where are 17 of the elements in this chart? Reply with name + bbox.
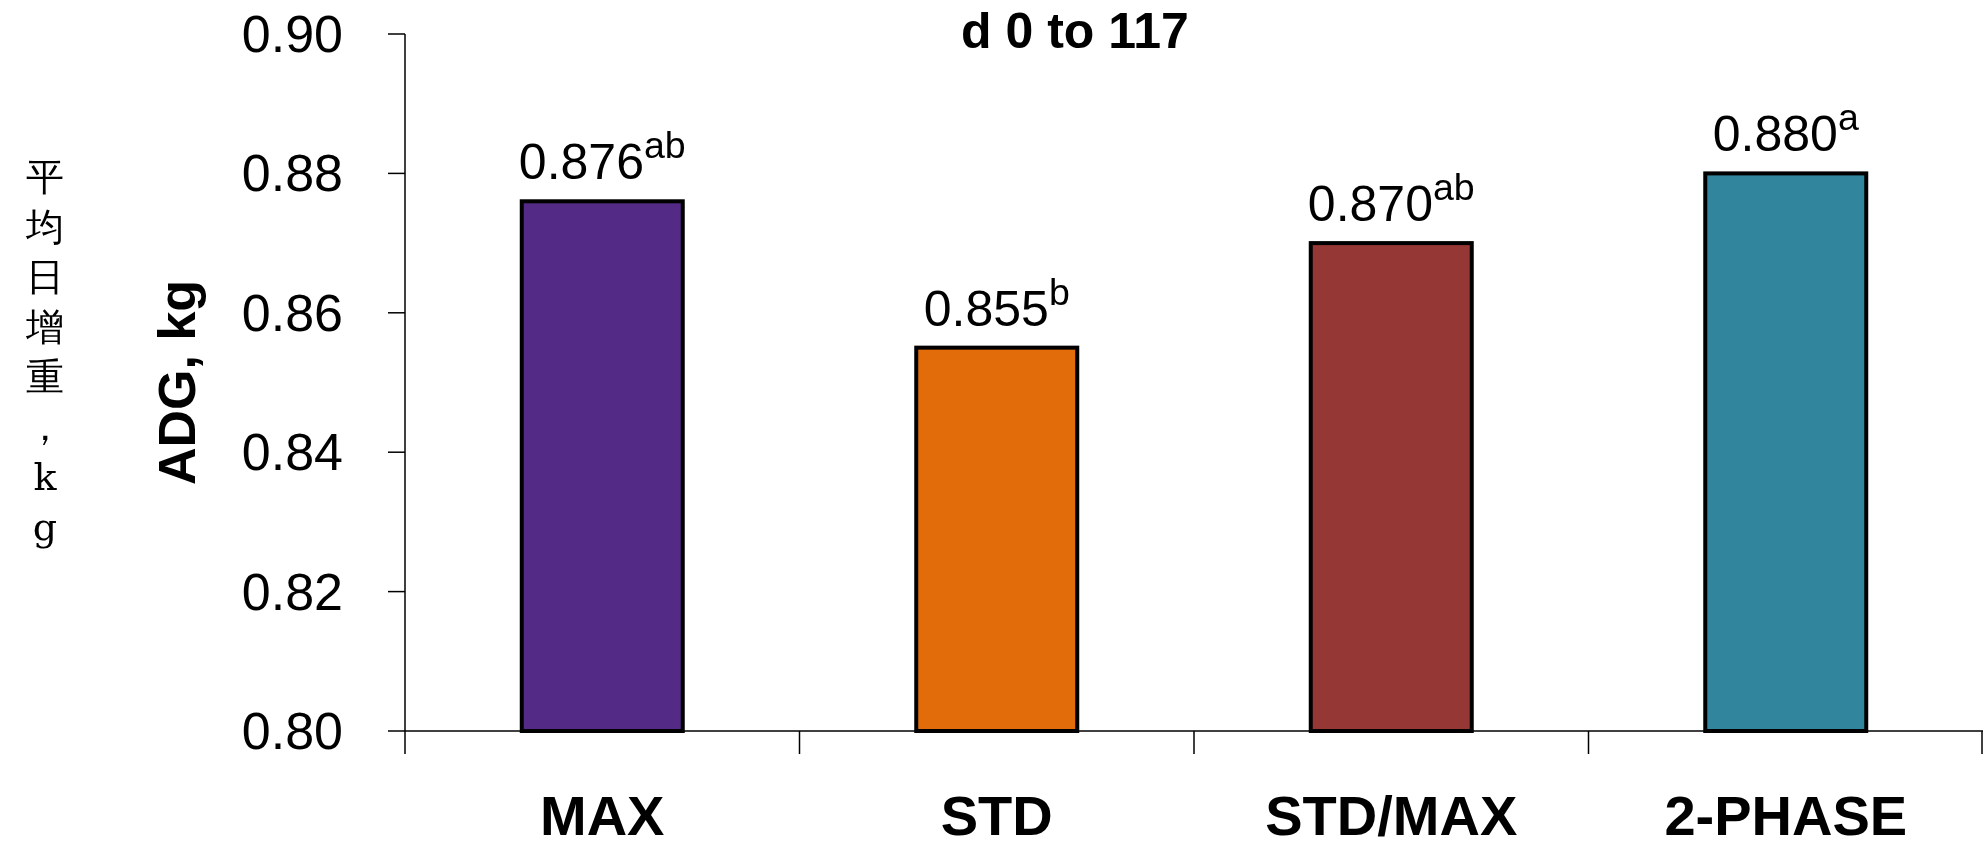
- data-label: 0.880$^{a}$: [1712, 96, 1859, 163]
- text: 0.90: [241, 5, 343, 63]
- text: 0.88: [241, 144, 343, 203]
- data-label: 0.870$^{ab}$: [1307, 166, 1475, 233]
- x-tick-label: MAX: [540, 784, 665, 847]
- x-tick-label: STD: [940, 784, 1053, 847]
- data-label: 0.855$^{b}$: [923, 270, 1070, 337]
- text: 0.82: [241, 562, 343, 621]
- x-tick-label: 2-PHASE: [1664, 784, 1908, 847]
- text: 0.80: [241, 702, 343, 760]
- y-axis-title: ADG, kg: [148, 279, 206, 486]
- text: 平均日增重，kg: [25, 155, 64, 549]
- x-tick-label: STD/MAX: [1265, 784, 1518, 847]
- text: 0.84: [241, 423, 343, 482]
- data-label: 0.876$^{ab}$: [518, 124, 686, 191]
- text: 0.86: [241, 283, 343, 342]
- chart-title: d 0 to 117: [961, 3, 1189, 59]
